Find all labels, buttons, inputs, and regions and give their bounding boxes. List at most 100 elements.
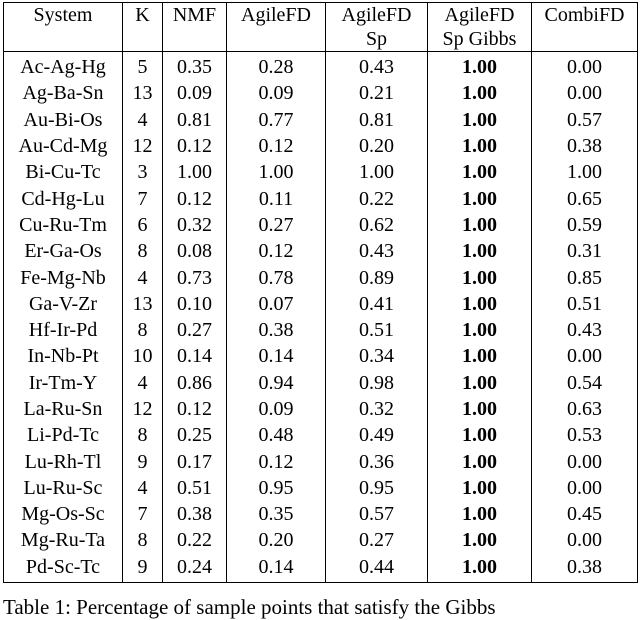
table-row: Fe-Mg-Nb 4 0.73 0.78 0.89 1.00 0.85 <box>3 264 638 291</box>
header-system: System <box>3 2 123 52</box>
header-combifd: CombiFD <box>531 2 638 52</box>
cell-agilefd-sp-gibbs: 1.00 <box>427 264 532 291</box>
cell-agilefd-sp-gibbs: 1.00 <box>427 501 532 528</box>
cell-agilefd-sp-gibbs: 1.00 <box>427 51 532 81</box>
cell-system: Ir-Tm-Y <box>3 369 123 396</box>
table-header: System K NMF AgileFD AgileFD Sp AgileFD Sp… <box>3 2 638 52</box>
cell-agilefd: 0.78 <box>226 264 326 291</box>
cell-agilefd: 0.94 <box>226 369 326 396</box>
cell-agilefd-sp-gibbs: 1.00 <box>427 527 532 554</box>
cell-k: 7 <box>122 501 163 528</box>
table-row: Hf-Ir-Pd 8 0.27 0.38 0.51 1.00 0.43 <box>3 316 638 344</box>
cell-agilefd-sp-gibbs: 1.00 <box>427 316 532 344</box>
cell-agilefd-sp-gibbs: 1.00 <box>427 448 532 475</box>
cell-combifd: 0.00 <box>531 527 638 554</box>
cell-agilefd-sp: 0.89 <box>325 264 428 291</box>
cell-agilefd-sp-gibbs: 1.00 <box>427 106 532 133</box>
cell-combifd: 0.54 <box>531 369 638 396</box>
table-row: Mg-Os-Sc 7 0.38 0.35 0.57 1.00 0.45 <box>3 501 638 528</box>
cell-agilefd-sp: 0.22 <box>325 185 428 212</box>
cell-nmf: 0.14 <box>162 343 227 370</box>
table-row: Cu-Ru-Tm 6 0.32 0.27 0.62 1.00 0.59 <box>3 211 638 239</box>
cell-agilefd: 0.48 <box>226 422 326 449</box>
cell-k: 8 <box>122 316 163 344</box>
cell-agilefd: 0.38 <box>226 316 326 344</box>
cell-agilefd-sp-gibbs: 1.00 <box>427 395 532 423</box>
cell-agilefd: 1.00 <box>226 159 326 186</box>
cell-combifd: 0.57 <box>531 106 638 133</box>
table-row: Li-Pd-Tc 8 0.25 0.48 0.49 1.00 0.53 <box>3 422 638 449</box>
cell-k: 9 <box>122 448 163 475</box>
cell-k: 3 <box>122 159 163 186</box>
cell-combifd: 0.00 <box>531 343 638 370</box>
cell-agilefd-sp: 0.32 <box>325 395 428 423</box>
cell-nmf: 0.27 <box>162 316 227 344</box>
cell-nmf: 0.08 <box>162 238 227 265</box>
cell-nmf: 0.35 <box>162 51 227 81</box>
cell-system: Fe-Mg-Nb <box>3 264 123 291</box>
cell-agilefd-sp: 0.98 <box>325 369 428 396</box>
cell-k: 12 <box>122 395 163 423</box>
cell-nmf: 0.09 <box>162 80 227 107</box>
cell-nmf: 0.10 <box>162 290 227 317</box>
cell-agilefd-sp: 1.00 <box>325 159 428 186</box>
cell-agilefd: 0.12 <box>226 448 326 475</box>
table-caption: Table 1: Percentage of sample points tha… <box>3 595 496 619</box>
cell-nmf: 0.25 <box>162 422 227 449</box>
cell-agilefd: 0.09 <box>226 395 326 423</box>
cell-combifd: 0.43 <box>531 316 638 344</box>
header-nmf: NMF <box>162 2 227 52</box>
table-row: Bi-Cu-Tc 3 1.00 1.00 1.00 1.00 1.00 <box>3 159 638 186</box>
table-row: Cd-Hg-Lu 7 0.12 0.11 0.22 1.00 0.65 <box>3 185 638 212</box>
cell-agilefd-sp: 0.51 <box>325 316 428 344</box>
cell-agilefd: 0.14 <box>226 553 326 583</box>
cell-nmf: 0.51 <box>162 474 227 502</box>
cell-combifd: 0.00 <box>531 80 638 107</box>
cell-nmf: 0.17 <box>162 448 227 475</box>
cell-k: 8 <box>122 238 163 265</box>
cell-k: 10 <box>122 343 163 370</box>
cell-nmf: 0.86 <box>162 369 227 396</box>
cell-combifd: 0.38 <box>531 553 638 583</box>
cell-agilefd-sp: 0.81 <box>325 106 428 133</box>
cell-system: Ga-V-Zr <box>3 290 123 317</box>
cell-agilefd-sp: 0.27 <box>325 527 428 554</box>
cell-agilefd-sp: 0.62 <box>325 211 428 239</box>
cell-combifd: 0.45 <box>531 501 638 528</box>
cell-system: In-Nb-Pt <box>3 343 123 370</box>
cell-k: 4 <box>122 106 163 133</box>
cell-combifd: 0.00 <box>531 474 638 502</box>
cell-agilefd-sp-gibbs: 1.00 <box>427 159 532 186</box>
cell-system: Hf-Ir-Pd <box>3 316 123 344</box>
results-table: System K NMF AgileFD AgileFD Sp AgileFD Sp… <box>3 2 638 583</box>
cell-system: Mg-Os-Sc <box>3 501 123 528</box>
cell-agilefd-sp-gibbs: 1.00 <box>427 553 532 583</box>
cell-nmf: 0.24 <box>162 553 227 583</box>
cell-agilefd: 0.95 <box>226 474 326 502</box>
cell-agilefd-sp-gibbs: 1.00 <box>427 80 532 107</box>
cell-nmf: 0.73 <box>162 264 227 291</box>
table-row: Lu-Ru-Sc 4 0.51 0.95 0.95 1.00 0.00 <box>3 474 638 502</box>
cell-k: 7 <box>122 185 163 212</box>
cell-system: Ac-Ag-Hg <box>3 51 123 81</box>
cell-agilefd: 0.09 <box>226 80 326 107</box>
cell-system: Lu-Rh-Tl <box>3 448 123 475</box>
cell-agilefd-sp-gibbs: 1.00 <box>427 211 532 239</box>
table-row: In-Nb-Pt 10 0.14 0.14 0.34 1.00 0.00 <box>3 343 638 370</box>
table-body: Ac-Ag-Hg 5 0.35 0.28 0.43 1.00 0.00 Ag-Ba-Sn 13 0… <box>3 51 638 583</box>
table-row: La-Ru-Sn 12 0.12 0.09 0.32 1.00 0.63 <box>3 395 638 423</box>
cell-nmf: 0.22 <box>162 527 227 554</box>
cell-agilefd-sp: 0.36 <box>325 448 428 475</box>
cell-combifd: 0.00 <box>531 448 638 475</box>
cell-nmf: 0.38 <box>162 501 227 528</box>
cell-agilefd-sp-gibbs: 1.00 <box>427 369 532 396</box>
cell-nmf: 0.81 <box>162 106 227 133</box>
table-row: Ag-Ba-Sn 13 0.09 0.09 0.21 1.00 0.00 <box>3 80 638 107</box>
cell-combifd: 1.00 <box>531 159 638 186</box>
cell-combifd: 0.31 <box>531 238 638 265</box>
cell-nmf: 0.12 <box>162 185 227 212</box>
cell-agilefd-sp-gibbs: 1.00 <box>427 343 532 370</box>
cell-agilefd: 0.12 <box>226 238 326 265</box>
cell-agilefd-sp: 0.43 <box>325 51 428 81</box>
cell-k: 4 <box>122 474 163 502</box>
